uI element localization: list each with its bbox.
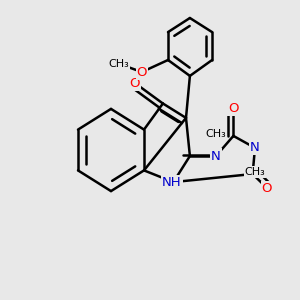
Text: CH₃: CH₃ xyxy=(206,129,226,139)
Text: O: O xyxy=(130,76,140,90)
Text: CH₃: CH₃ xyxy=(244,167,266,177)
Text: O: O xyxy=(137,65,147,79)
Text: O: O xyxy=(228,102,239,116)
Text: NH: NH xyxy=(162,176,182,189)
Text: O: O xyxy=(262,182,272,195)
Text: N: N xyxy=(211,149,221,163)
Text: CH₃: CH₃ xyxy=(109,59,130,69)
Text: N: N xyxy=(250,141,260,154)
